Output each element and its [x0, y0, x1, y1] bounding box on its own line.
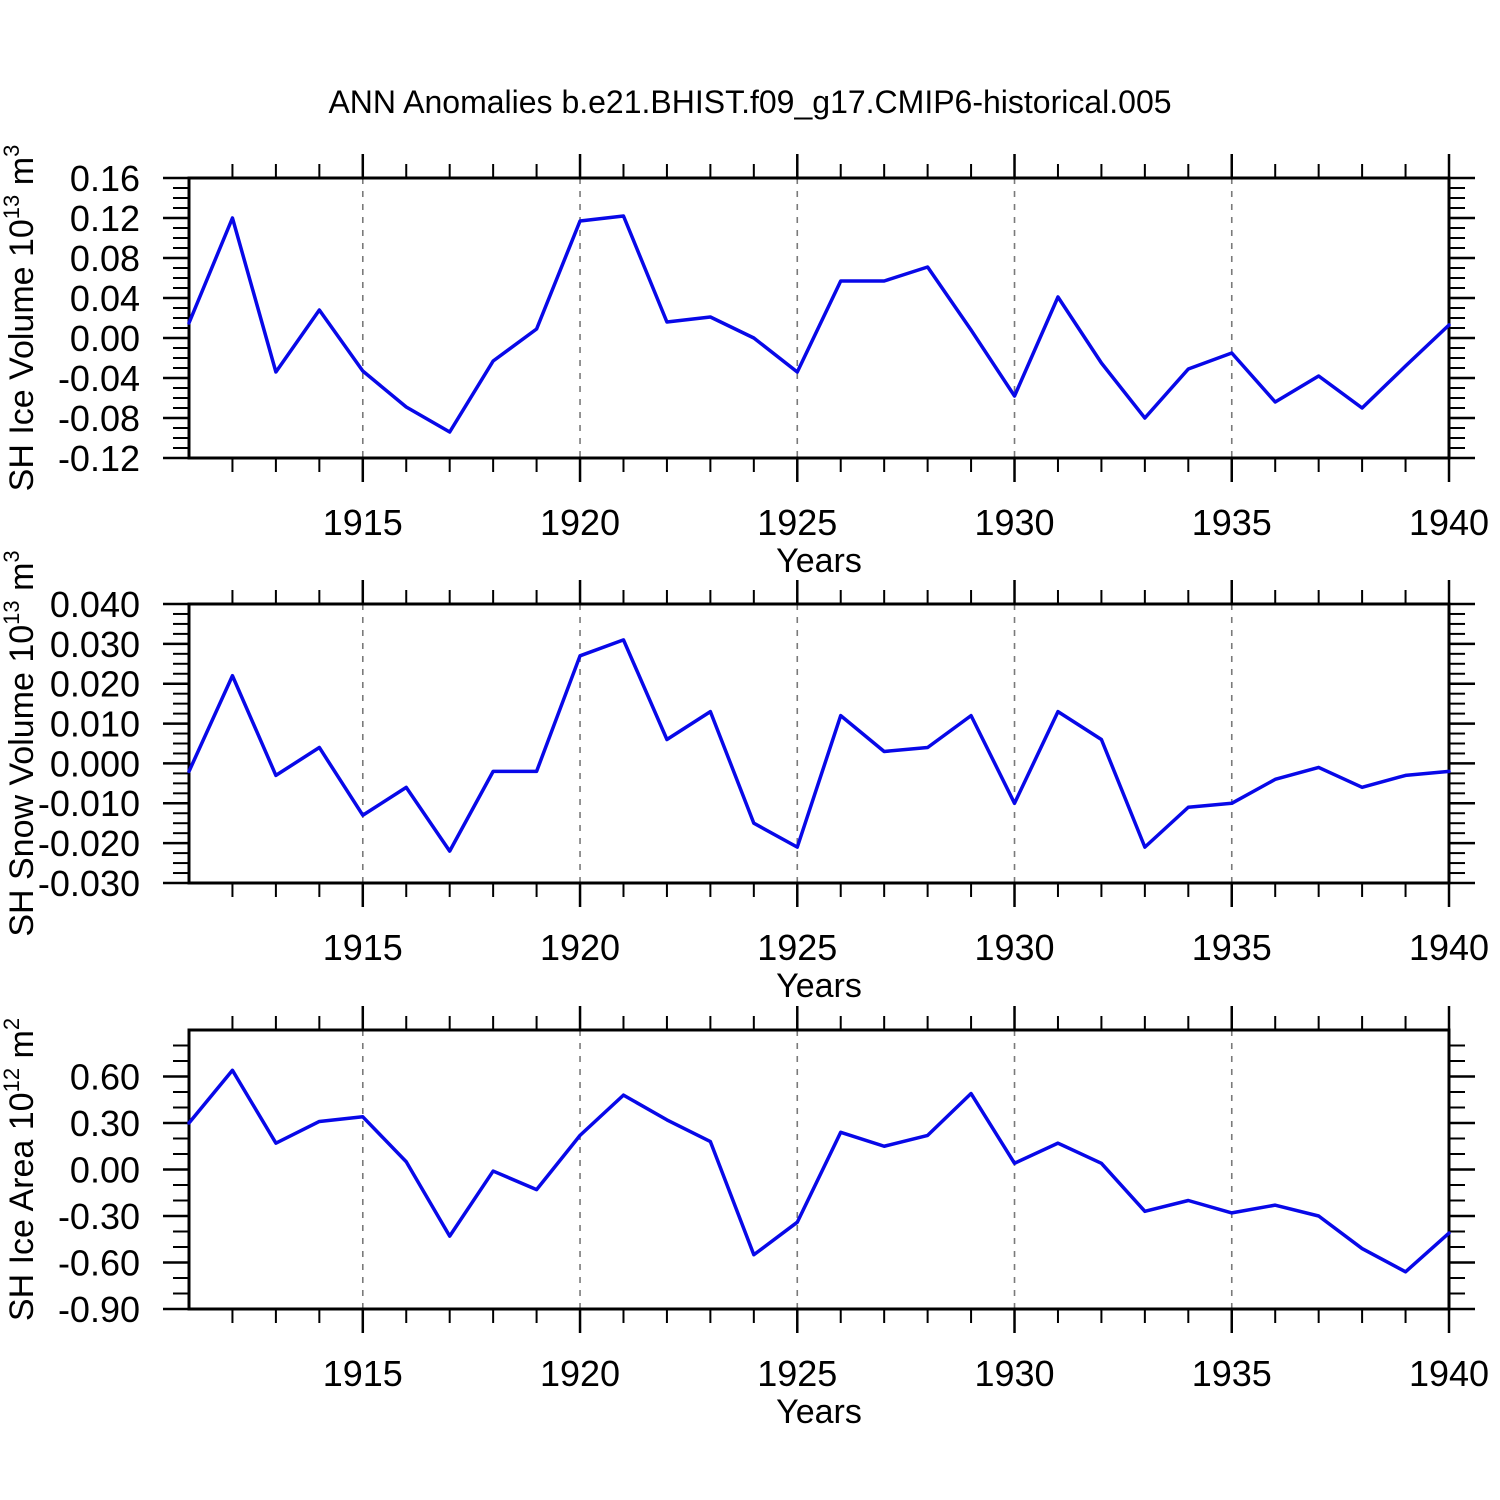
x-tick-label: 1940 — [1409, 1353, 1489, 1394]
plot-box — [187, 176, 1451, 460]
y-tick-label: -0.90 — [58, 1289, 140, 1330]
x-tick-label: 1915 — [323, 1353, 403, 1394]
data-line-sh-ice-area — [187, 1068, 1451, 1274]
x-tick-label: 1925 — [757, 1353, 837, 1394]
y-tick-label: 0.16 — [70, 158, 140, 199]
y-tick-label: 0.12 — [70, 198, 140, 239]
chart-title: ANN Anomalies b.e21.BHIST.f09_g17.CMIP6-… — [328, 84, 1172, 120]
x-tick-label: 1920 — [540, 927, 620, 968]
panel-sh-ice-volume: 1915 1920 1925 1930 1935 1940 0.160.120.080.04… — [0, 145, 1489, 580]
plot-box — [187, 602, 1451, 885]
y-tick-label: 0.60 — [70, 1056, 140, 1097]
x-tick-label: 1930 — [974, 502, 1054, 543]
y-tick-label: -0.08 — [58, 398, 140, 439]
x-axis-title: Years — [776, 542, 862, 580]
y-tick-label: 0.020 — [50, 664, 140, 705]
plot-box — [187, 1028, 1451, 1311]
y-tick-label: 0.010 — [50, 704, 140, 745]
y-tick-label: -0.12 — [58, 438, 140, 479]
y-tick-label: 0.000 — [50, 743, 140, 784]
panel-sh-ice-area: 1915 1920 1925 1930 1935 1940 0.60 0.30 0.00 -0.3… — [0, 1006, 1489, 1431]
data-line-sh-ice-volume — [187, 214, 1451, 434]
y-tick-label: 0.00 — [70, 318, 140, 359]
x-tick-label: 1925 — [757, 502, 837, 543]
x-tick-label: 1940 — [1409, 927, 1489, 968]
x-tick-label: 1925 — [757, 927, 837, 968]
y-tick-label: 0.030 — [50, 624, 140, 665]
x-tick-label: 1930 — [974, 1353, 1054, 1394]
y-axis-title: SH Ice Area 1012 m2 — [0, 1018, 41, 1321]
x-tick-label: 1915 — [323, 502, 403, 543]
x-tick-label: 1920 — [540, 1353, 620, 1394]
x-axis-title: Years — [776, 1393, 862, 1431]
y-tick-label: 0.04 — [70, 278, 140, 319]
x-tick-label: 1915 — [323, 927, 403, 968]
y-tick-label: -0.30 — [58, 1196, 140, 1237]
y-tick-label: 0.08 — [70, 238, 140, 279]
x-tick-label: 1935 — [1192, 927, 1272, 968]
y-tick-label: 0.040 — [50, 584, 140, 625]
y-axis-title: SH Snow Volume 1013 m3 — [0, 550, 41, 936]
y-tick-label: 0.30 — [70, 1103, 140, 1144]
panel-sh-snow-volume: 1915 1920 1925 1930 1935 19400.0400.0300.0200… — [0, 550, 1489, 1005]
x-tick-label: 1940 — [1409, 502, 1489, 543]
y-tick-label: -0.04 — [58, 358, 140, 399]
x-tick-label: 1920 — [540, 502, 620, 543]
x-tick-label: 1935 — [1192, 1353, 1272, 1394]
x-tick-label: 1935 — [1192, 502, 1272, 543]
y-axis-title: SH Ice Volume 1013 m3 — [0, 145, 41, 492]
x-axis-title: Years — [776, 967, 862, 1005]
y-tick-label: -0.010 — [38, 783, 140, 824]
data-line-sh-snow-volume — [187, 638, 1451, 853]
y-tick-label: -0.60 — [58, 1242, 140, 1283]
y-tick-label: 0.00 — [70, 1149, 140, 1190]
x-tick-label: 1930 — [974, 927, 1054, 968]
y-tick-label: -0.020 — [38, 823, 140, 864]
y-tick-label: -0.030 — [38, 863, 140, 904]
